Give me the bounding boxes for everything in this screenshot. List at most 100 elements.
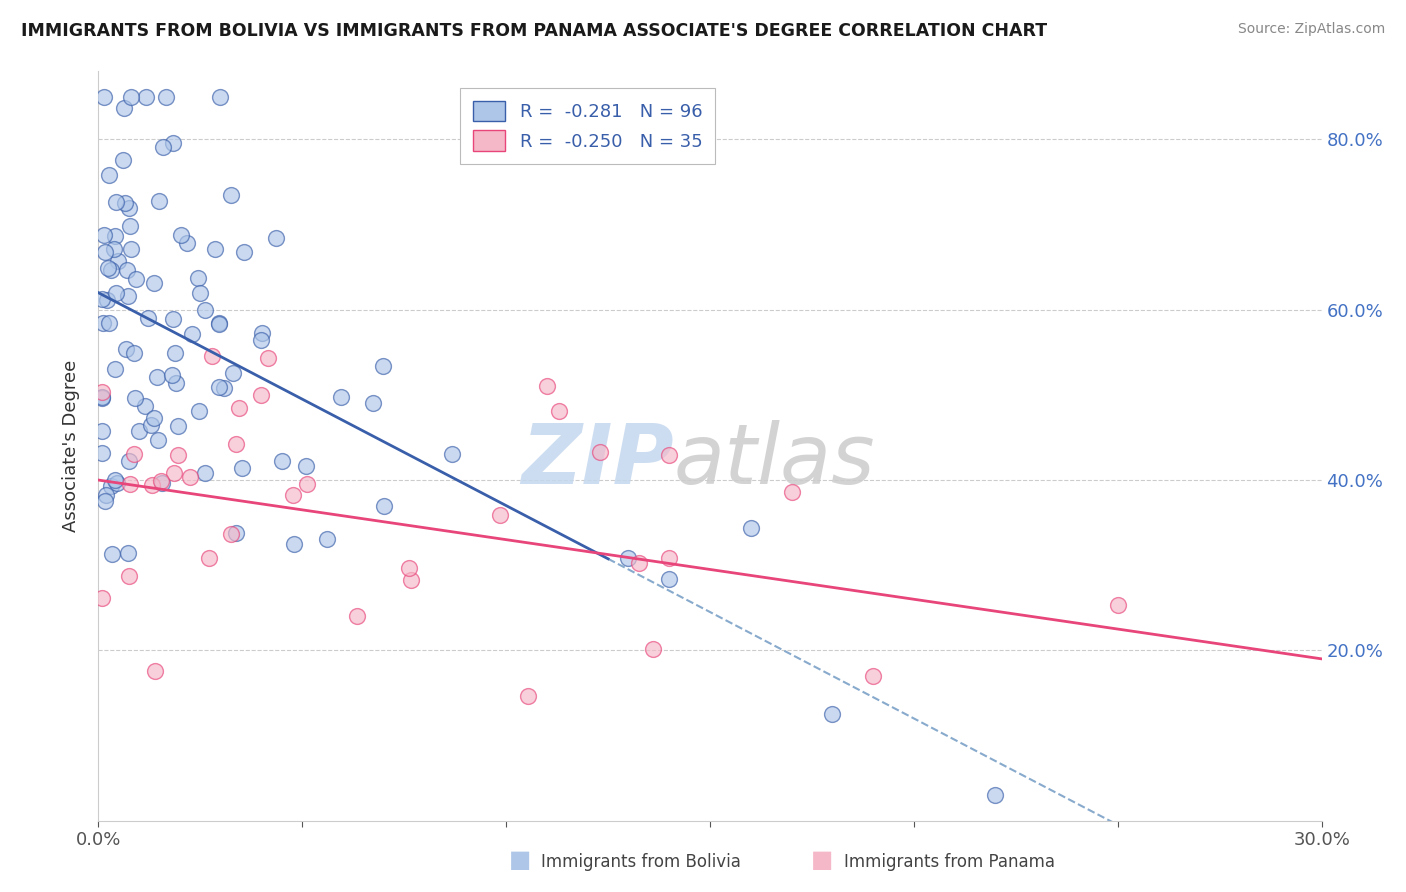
Point <box>984 788 1007 802</box>
Point <box>256 351 278 365</box>
Point <box>160 368 183 382</box>
Point <box>250 388 273 402</box>
Point <box>124 272 146 286</box>
Point <box>536 379 558 393</box>
Text: atlas: atlas <box>673 420 875 501</box>
Point <box>100 479 122 493</box>
Point <box>114 195 136 210</box>
Point <box>148 194 170 208</box>
Point <box>104 474 127 488</box>
Point <box>361 396 384 410</box>
Point <box>398 561 420 575</box>
Point <box>162 136 184 150</box>
Point <box>219 526 242 541</box>
Point <box>249 333 271 347</box>
Point <box>862 669 884 683</box>
Point <box>91 293 114 307</box>
Point <box>150 476 173 491</box>
Point <box>266 230 288 244</box>
Point <box>231 461 253 475</box>
Point <box>252 326 274 340</box>
Point <box>120 477 142 491</box>
Point <box>155 90 177 104</box>
Point <box>167 418 190 433</box>
Point <box>170 228 193 243</box>
Point <box>181 327 204 342</box>
Point <box>617 551 640 566</box>
Point <box>219 187 242 202</box>
Point <box>627 556 650 570</box>
Point <box>91 446 114 460</box>
Point <box>187 404 209 418</box>
Point <box>297 477 319 491</box>
Point <box>107 254 129 268</box>
Point <box>91 390 114 404</box>
Point <box>112 101 135 115</box>
Point <box>105 286 128 301</box>
Point <box>187 271 209 285</box>
Point <box>93 244 115 259</box>
Point <box>194 466 217 480</box>
Point <box>139 417 162 432</box>
Point <box>658 551 681 566</box>
Point <box>228 401 250 415</box>
Text: Immigrants from Panama: Immigrants from Panama <box>844 853 1054 871</box>
Point <box>142 411 165 425</box>
Point <box>207 380 229 394</box>
Point <box>176 235 198 250</box>
Point <box>517 690 540 704</box>
Point <box>134 400 156 414</box>
Point <box>165 376 187 390</box>
Text: ■: ■ <box>509 848 531 872</box>
Point <box>115 262 138 277</box>
Point <box>104 228 127 243</box>
Point <box>163 466 186 480</box>
Point <box>188 286 211 301</box>
Point <box>118 201 141 215</box>
Point <box>104 362 127 376</box>
Text: ZIP: ZIP <box>520 420 673 501</box>
Point <box>96 293 118 308</box>
Point <box>225 526 247 541</box>
Point <box>118 568 141 582</box>
Text: ■: ■ <box>811 848 834 872</box>
Point <box>91 384 114 399</box>
Legend: R =  -0.281   N = 96, R =  -0.250   N = 35: R = -0.281 N = 96, R = -0.250 N = 35 <box>460 88 716 164</box>
Point <box>105 195 128 210</box>
Point <box>136 311 159 326</box>
Y-axis label: Associate's Degree: Associate's Degree <box>62 359 80 533</box>
Point <box>117 546 139 560</box>
Point <box>198 550 221 565</box>
Point <box>346 608 368 623</box>
Point <box>91 591 114 606</box>
Point <box>98 316 121 330</box>
Point <box>100 263 122 277</box>
Text: IMMIGRANTS FROM BOLIVIA VS IMMIGRANTS FROM PANAMA ASSOCIATE'S DEGREE CORRELATION: IMMIGRANTS FROM BOLIVIA VS IMMIGRANTS FR… <box>21 22 1047 40</box>
Point <box>212 381 235 395</box>
Point <box>135 90 157 104</box>
Point <box>1107 599 1129 613</box>
Point <box>194 303 217 318</box>
Point <box>271 454 294 468</box>
Point <box>233 244 256 259</box>
Point <box>489 508 512 522</box>
Point <box>111 153 134 167</box>
Point <box>141 478 163 492</box>
Point <box>93 227 115 242</box>
Point <box>91 316 114 330</box>
Point <box>179 469 201 483</box>
Point <box>399 574 422 588</box>
Point <box>780 485 803 500</box>
Point <box>118 454 141 468</box>
Point <box>547 404 569 418</box>
Point <box>120 219 142 233</box>
Point <box>166 448 188 462</box>
Point <box>740 521 762 535</box>
Text: Immigrants from Bolivia: Immigrants from Bolivia <box>541 853 741 871</box>
Point <box>208 317 231 331</box>
Point <box>208 316 231 330</box>
Point <box>124 392 146 406</box>
Point <box>91 424 114 438</box>
Point <box>281 488 304 502</box>
Point <box>143 664 166 678</box>
